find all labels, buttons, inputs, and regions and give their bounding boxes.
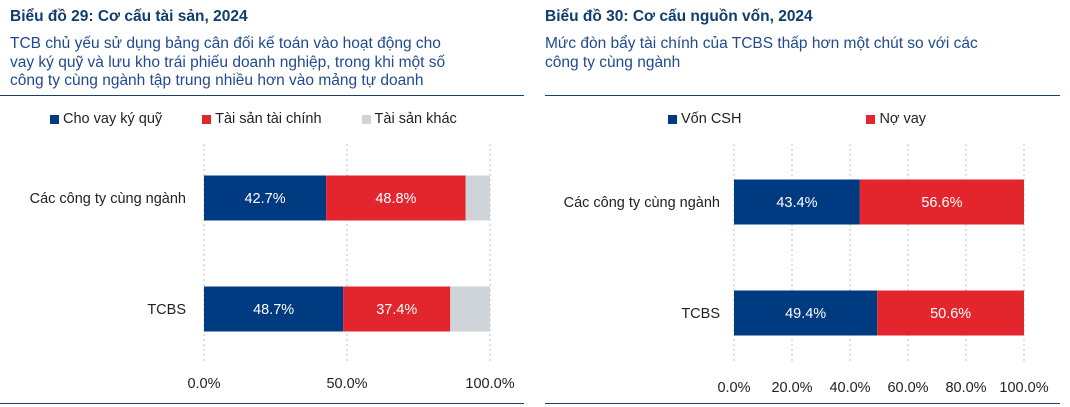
legend-swatch bbox=[668, 114, 677, 124]
chart-legend: Cho vay ký quỹ Tài sản tài chính Tài sản… bbox=[50, 111, 457, 127]
divider bbox=[0, 95, 524, 96]
legend-label: Tài sản khác bbox=[374, 111, 457, 127]
x-tick-label: 0.0% bbox=[717, 380, 750, 396]
x-tick-label: 100.0% bbox=[999, 380, 1048, 396]
chart-panel-right: Biểu đồ 30: Cơ cấu nguồn vốn, 2024 Mức đ… bbox=[545, 0, 1060, 407]
bar-segment bbox=[326, 175, 466, 221]
legend-item: Nợ vay bbox=[866, 111, 926, 127]
x-tick-label: 20.0% bbox=[771, 380, 812, 396]
legend-swatch bbox=[361, 114, 371, 124]
chart-subtitle: TCB chủ yếu sử dụng bảng cân đối kế toán… bbox=[10, 35, 446, 89]
legend-label: Nợ vay bbox=[879, 111, 927, 127]
bar-segment bbox=[734, 290, 878, 336]
x-tick-label: 0.0% bbox=[187, 376, 220, 392]
x-tick-label: 50.0% bbox=[326, 376, 367, 392]
bar-segment bbox=[204, 175, 327, 221]
data-label: 43.4% bbox=[776, 195, 817, 211]
stacked-bar-chart-left: 0.0% 50.0% 100.0% Các công ty cùng ngành 42.… bbox=[30, 144, 515, 392]
category-label: TCBS bbox=[147, 302, 186, 318]
x-tick-label: 60.0% bbox=[887, 380, 928, 396]
legend-item: Tài sản khác bbox=[361, 111, 457, 127]
category-label: TCBS bbox=[681, 306, 720, 322]
divider bbox=[0, 403, 524, 404]
legend-item: Vốn CSH bbox=[668, 111, 741, 127]
bar-segment bbox=[343, 286, 451, 332]
legend-label: Vốn CSH bbox=[681, 111, 742, 127]
chart-title: Biểu đồ 30: Cơ cấu nguồn vốn, 2024 bbox=[545, 8, 813, 25]
data-label: 48.8% bbox=[375, 191, 416, 207]
bar-segment bbox=[204, 286, 344, 332]
category-label: Các công ty cùng ngành bbox=[564, 195, 720, 211]
legend-swatch bbox=[866, 114, 876, 124]
chart-title: Biểu đồ 29: Cơ cấu tài sản, 2024 bbox=[10, 8, 248, 25]
divider bbox=[545, 95, 1060, 96]
bar-segment bbox=[450, 286, 490, 332]
data-label: 37.4% bbox=[376, 302, 417, 318]
legend-label: Tài sản tài chính bbox=[215, 111, 322, 127]
data-label: 49.4% bbox=[785, 306, 826, 322]
bar-segment bbox=[859, 179, 1024, 225]
bar-segment bbox=[877, 290, 1024, 336]
bar-segment bbox=[465, 175, 490, 221]
chart-subtitle: Mức đòn bẩy tài chính của TCBS thấp hơn … bbox=[545, 35, 978, 71]
x-tick-label: 80.0% bbox=[945, 380, 986, 396]
data-label: 42.7% bbox=[244, 191, 285, 207]
x-tick-label: 100.0% bbox=[465, 376, 514, 392]
chart-panel-left: Biểu đồ 29: Cơ cấu tài sản, 2024 TCB chủ… bbox=[0, 0, 524, 407]
bar-segment bbox=[734, 179, 860, 225]
x-tick-label: 40.0% bbox=[829, 380, 870, 396]
chart-legend: Vốn CSH Nợ vay bbox=[668, 111, 926, 127]
legend-swatch bbox=[202, 114, 212, 124]
data-label: 56.6% bbox=[921, 195, 962, 211]
legend-swatch bbox=[50, 114, 59, 124]
category-label: Các công ty cùng ngành bbox=[30, 191, 186, 207]
legend-label: Cho vay ký quỹ bbox=[63, 111, 163, 127]
legend-item: Cho vay ký quỹ bbox=[50, 111, 162, 127]
data-label: 50.6% bbox=[930, 306, 971, 322]
data-label: 48.7% bbox=[253, 302, 294, 318]
stacked-bar-chart-right: 0.0% 20.0% 40.0% 60.0% 80.0% 100.0% Các công t… bbox=[564, 144, 1049, 396]
legend-item: Tài sản tài chính bbox=[202, 111, 322, 127]
divider bbox=[545, 403, 1060, 404]
